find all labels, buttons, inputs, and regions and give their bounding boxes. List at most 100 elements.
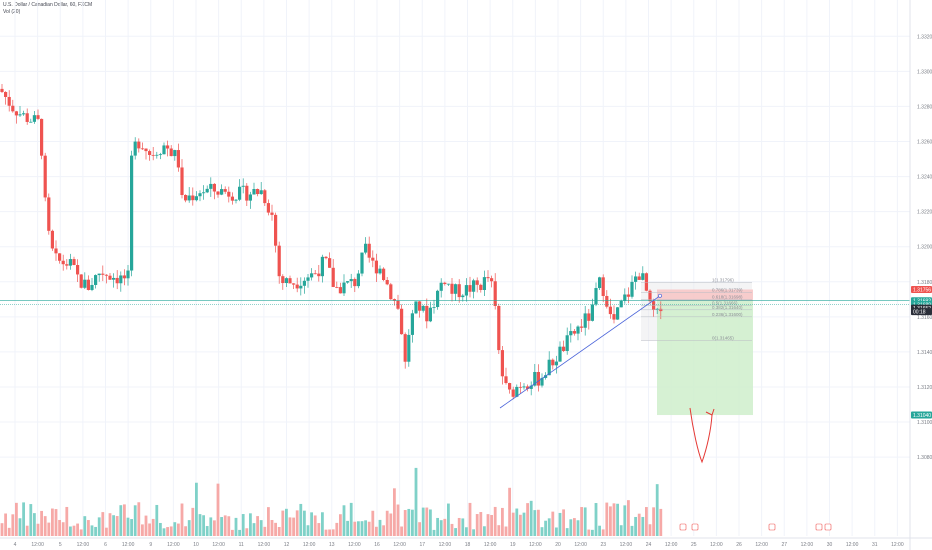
time-tick-label: 18	[465, 542, 471, 548]
volume-bar	[533, 510, 537, 536]
candle-body	[194, 196, 198, 201]
candle-body	[277, 245, 281, 277]
fib-level-label: 1(1.31796)	[712, 277, 734, 282]
volume-bar	[69, 526, 72, 536]
volume-bar	[180, 503, 184, 536]
volume-bar	[501, 507, 504, 536]
candle-body	[281, 276, 285, 284]
volume-bar	[166, 527, 169, 536]
economic-event-marker	[815, 523, 823, 531]
time-tick-label: 12:00	[258, 542, 271, 548]
time-axis[interactable]: 4 12:00 5 12:00 6 12:00 9 12:00 10 12:00 11 12:00 12…	[0, 523, 932, 548]
candle-body	[576, 326, 580, 334]
volume-bar	[623, 505, 627, 536]
volume-bar	[472, 529, 475, 536]
volume-bar	[223, 515, 227, 536]
volume-bar	[331, 529, 335, 536]
economic-event-marker	[768, 523, 776, 531]
volume-bar	[4, 513, 7, 536]
fib-level-label: 0.618(1.31698)	[712, 295, 743, 300]
volume-bar	[238, 529, 241, 536]
volume-bar	[511, 512, 515, 536]
candle-body	[583, 313, 587, 328]
candle-body	[169, 148, 173, 157]
time-tick-label: 17	[419, 542, 425, 548]
candle-body	[500, 350, 504, 377]
volume-bar	[403, 510, 407, 536]
volume-bar	[375, 526, 378, 536]
volume-bar	[598, 525, 601, 536]
candle-body	[40, 118, 44, 156]
candle-body	[176, 150, 180, 168]
time-tick-label: 27	[781, 542, 787, 548]
candle-body	[306, 277, 310, 281]
volume-bar	[15, 502, 18, 536]
candle-body	[335, 286, 339, 288]
volume-bar	[418, 522, 421, 536]
candle-body	[288, 278, 292, 284]
candle-body	[490, 278, 494, 282]
candle-body	[90, 284, 94, 290]
volume-bar	[450, 523, 454, 536]
trendline	[499, 295, 661, 409]
candle-body	[126, 270, 130, 279]
volume-bar	[43, 516, 47, 536]
volume-bar	[310, 512, 313, 536]
candle-body	[83, 279, 87, 288]
volume-bar	[0, 523, 4, 536]
volume-bar	[141, 524, 144, 536]
position-zones[interactable]	[641, 282, 753, 416]
candle-body	[14, 111, 18, 116]
candle-body	[205, 188, 209, 193]
volume-bar	[324, 529, 328, 536]
candle-body	[137, 141, 141, 149]
symbol-title[interactable]: U.S. Dollar / Canadian Dollar, 60, FXCM	[3, 2, 93, 8]
economic-event-marker	[824, 523, 832, 531]
volume-bar	[187, 520, 191, 536]
volume-bar	[76, 523, 79, 536]
candle-body	[97, 273, 101, 276]
volume-bar	[562, 509, 565, 536]
volume-bar	[479, 512, 483, 536]
candle-body	[47, 197, 51, 231]
volume-bar	[245, 528, 249, 536]
volume-indicator-label[interactable]: Vol (20)	[3, 9, 21, 15]
candle-body	[612, 314, 616, 320]
volume-bar	[292, 517, 295, 536]
volume-bar	[385, 510, 389, 536]
volume-bar	[425, 507, 429, 536]
volume-bar	[328, 529, 331, 536]
candle-body	[565, 335, 569, 351]
price-tick-label: 1.32400	[917, 175, 932, 181]
volume-bar	[220, 517, 223, 536]
time-tick-label: 12:00	[710, 542, 723, 548]
volume-bar	[378, 519, 382, 536]
volume-bar	[591, 529, 594, 536]
candle-body	[284, 278, 288, 284]
candle-body	[32, 115, 36, 122]
volume-bar	[313, 515, 317, 536]
volume-bar	[544, 520, 547, 536]
drawings[interactable]: 1(1.31796)0.786(1.31739)0.618(1.31698)0.…	[0, 277, 910, 464]
volume-bar	[29, 504, 33, 536]
volume-bar	[486, 514, 490, 536]
volume-bar	[493, 506, 497, 536]
volume-bar	[382, 525, 385, 536]
volume-bar	[267, 507, 270, 536]
candle-body	[547, 359, 551, 376]
candle-body	[0, 88, 4, 92]
candle-body	[292, 283, 296, 285]
candle-body	[50, 230, 54, 249]
volume-bar	[7, 527, 11, 536]
fib-level-label: 0.786(1.31739)	[712, 287, 743, 292]
price-axis[interactable]: 1.33200 1.33000 1.32800 1.32600 1.32400 1.322…	[909, 0, 932, 550]
candle-body	[331, 267, 335, 287]
volume-bar	[346, 520, 349, 536]
volume-bar	[353, 521, 357, 536]
volume-bar	[202, 515, 205, 536]
volume-bar	[249, 513, 252, 536]
volume-bar	[148, 523, 151, 536]
candle-body	[202, 192, 206, 194]
time-tick-label: 12:00	[846, 542, 859, 548]
